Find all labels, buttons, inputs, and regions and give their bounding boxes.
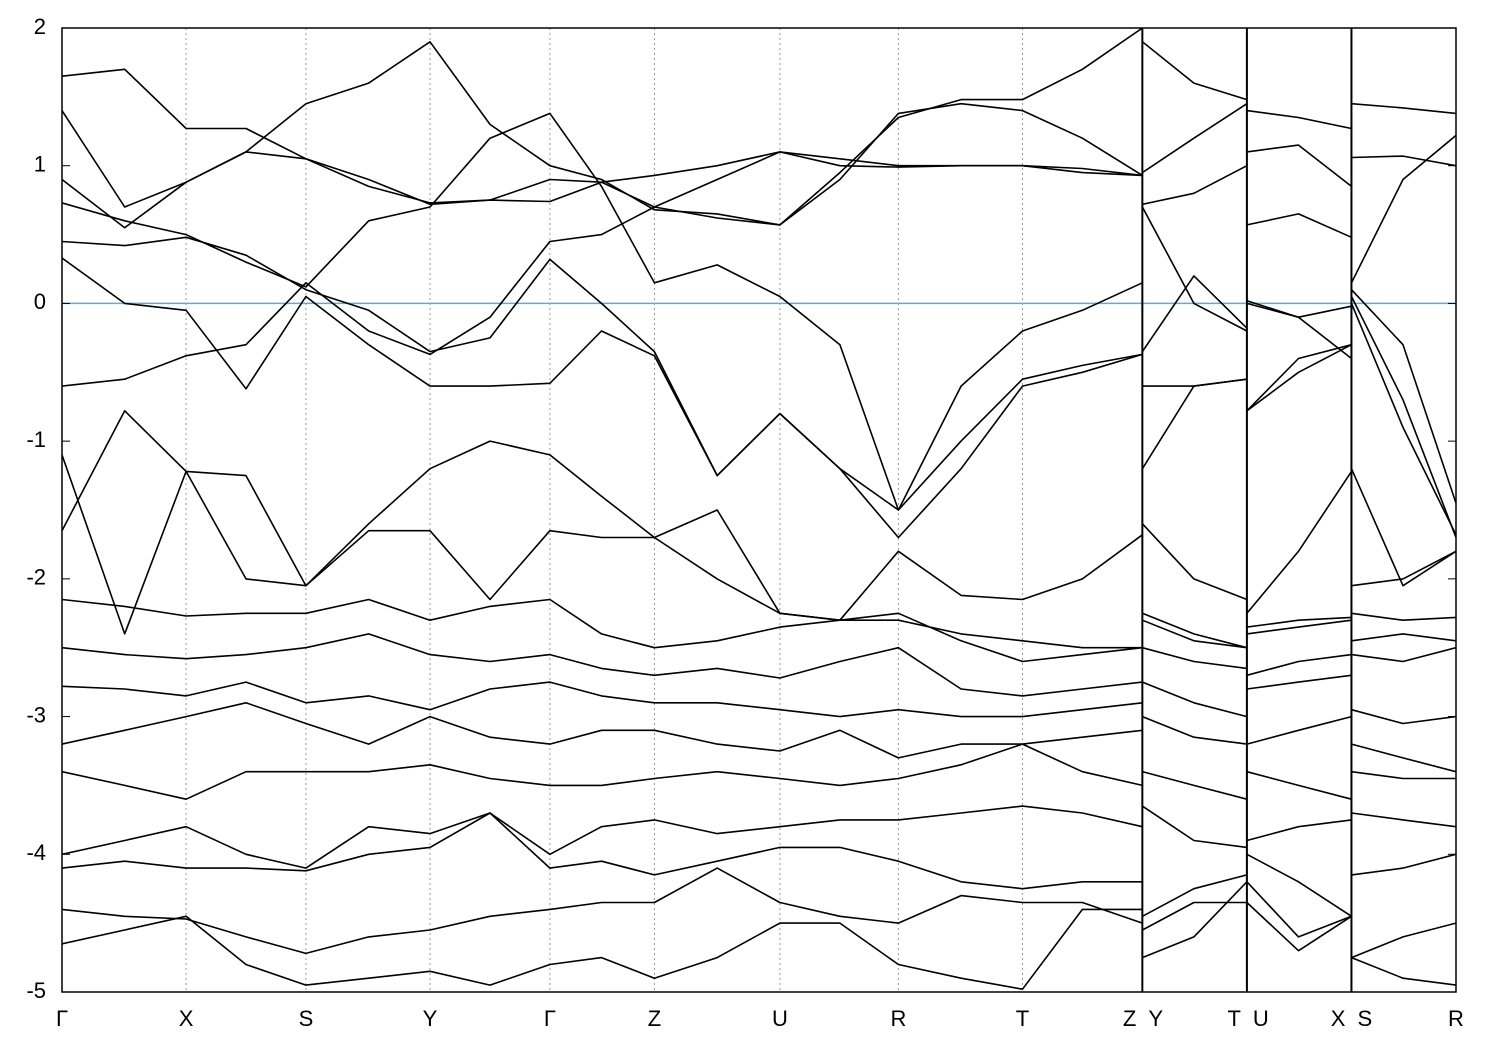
x-tick-label: U xyxy=(1253,1006,1269,1031)
x-tick-label: S xyxy=(299,1006,314,1031)
band-line xyxy=(62,410,1456,649)
band-line xyxy=(62,598,1456,663)
band-line xyxy=(62,812,1456,918)
y-tick-label: -4 xyxy=(26,840,46,865)
x-tick-label: X xyxy=(179,1006,194,1031)
x-tick-label: X xyxy=(1331,1006,1346,1031)
y-tick-label: -5 xyxy=(26,978,46,1003)
x-tick-label: R xyxy=(1448,1006,1464,1031)
band-line xyxy=(62,28,1456,226)
band-line xyxy=(62,236,1456,539)
band-line xyxy=(62,867,1456,959)
band-line xyxy=(62,881,1456,990)
x-tick-label: Z xyxy=(1123,1006,1136,1031)
line-layer xyxy=(62,28,1456,990)
band-line xyxy=(62,151,1456,587)
band-line xyxy=(62,805,1456,869)
y-tick-label: -2 xyxy=(26,565,46,590)
x-tick-label: Y xyxy=(1148,1006,1163,1031)
x-tick-label: T xyxy=(1227,1006,1240,1031)
band-line xyxy=(62,454,1456,635)
x-tick-label: Z xyxy=(648,1006,661,1031)
x-tick-label: R xyxy=(890,1006,906,1031)
band-line xyxy=(62,743,1456,800)
y-tick-label: 2 xyxy=(34,14,46,39)
band-line xyxy=(62,674,1456,725)
x-tick-label: U xyxy=(772,1006,788,1031)
y-tick-label: 0 xyxy=(34,289,46,314)
band-line xyxy=(62,702,1456,773)
band-line xyxy=(62,633,1456,697)
plot-frame xyxy=(61,27,1457,993)
x-tick-label: S xyxy=(1357,1006,1372,1031)
y-tick-label: -3 xyxy=(26,702,46,727)
x-tick-label: Γ xyxy=(544,1006,556,1031)
band-line xyxy=(62,41,1456,284)
y-tick-label: 1 xyxy=(34,152,46,177)
band-line xyxy=(62,112,1456,511)
x-tick-label: Y xyxy=(423,1006,438,1031)
y-tick-label: -1 xyxy=(26,427,46,452)
x-tick-label: Γ xyxy=(56,1006,68,1031)
x-tick-label: T xyxy=(1016,1006,1029,1031)
